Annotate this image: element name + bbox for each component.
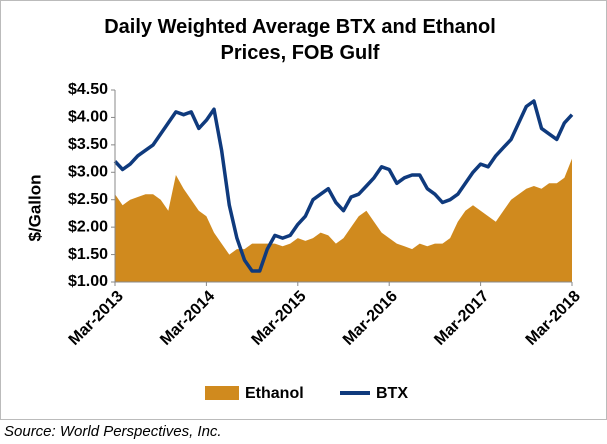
y-tick-label: $2.50	[68, 191, 108, 208]
y-tick-label: $1.00	[68, 273, 108, 290]
y-tick-label: $3.00	[68, 164, 108, 181]
legend-label: BTX	[376, 385, 408, 402]
chart-title: Daily Weighted Average BTX and Ethanol Pr…	[104, 16, 496, 64]
legend-swatch	[205, 386, 239, 400]
y-tick-label: $4.00	[68, 109, 108, 126]
title-group: Daily Weighted Average BTX and Ethanol Pr…	[104, 16, 496, 64]
y-tick-label: $1.50	[68, 246, 108, 263]
legend-label: Ethanol	[245, 385, 304, 402]
source-note: Source: World Perspectives, Inc.	[4, 423, 222, 440]
y-axis-label: $/Gallon	[25, 174, 44, 241]
line	[113, 99, 574, 273]
area	[115, 158, 572, 282]
y-tick-label: $3.50	[68, 136, 108, 153]
y-tick-label: $4.50	[68, 81, 108, 98]
y-tick-label: $2.00	[68, 218, 108, 235]
